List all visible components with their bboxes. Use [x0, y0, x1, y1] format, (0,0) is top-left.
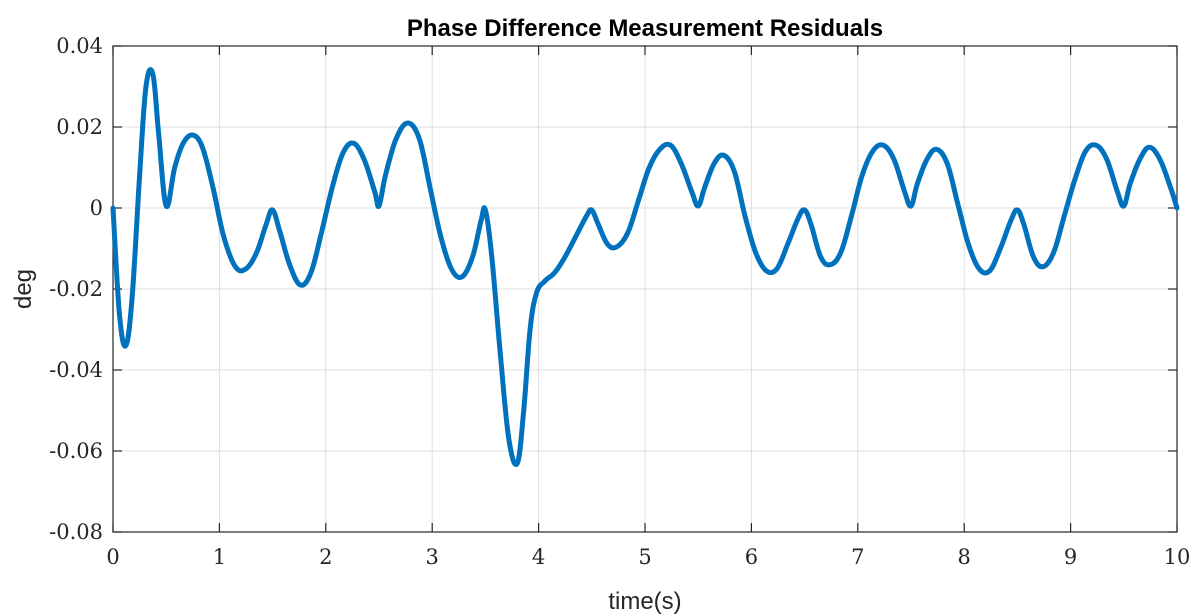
y-tick-label: 0.04	[56, 34, 103, 58]
x-tick-label: 4	[532, 545, 545, 569]
x-tick-label: 10	[1164, 545, 1191, 569]
x-tick-labels: 0 1 2 3 4 5 6 7 8 9 10	[106, 545, 1190, 569]
y-tick-label: -0.02	[49, 277, 103, 301]
y-tick-labels: 0.04 0.02 0 -0.02 -0.04 -0.06 -0.08	[49, 34, 103, 544]
residual-series-line	[110, 67, 1180, 467]
x-axis-label: time(s)	[608, 588, 681, 615]
y-tick-label: 0	[90, 196, 103, 220]
y-tick-label: -0.06	[49, 439, 103, 463]
y-axis-label: deg	[10, 269, 37, 309]
x-tick-label: 2	[319, 545, 332, 569]
x-tick-label: 5	[638, 545, 651, 569]
y-tick-label: 0.02	[56, 115, 103, 139]
x-tick-label: 3	[426, 545, 439, 569]
y-tick-label: -0.08	[49, 520, 103, 544]
x-tick-label: 9	[1064, 545, 1077, 569]
x-tick-label: 6	[745, 545, 758, 569]
x-tick-label: 7	[851, 545, 864, 569]
tick-marks	[112, 45, 1178, 533]
x-tick-label: 1	[213, 545, 226, 569]
x-tick-label: 0	[106, 545, 119, 569]
x-tick-label: 8	[958, 545, 971, 569]
grid	[113, 46, 1177, 532]
series-layer	[110, 67, 1180, 467]
y-tick-label: -0.04	[49, 358, 103, 382]
chart-title: Phase Difference Measurement Residuals	[407, 15, 883, 42]
